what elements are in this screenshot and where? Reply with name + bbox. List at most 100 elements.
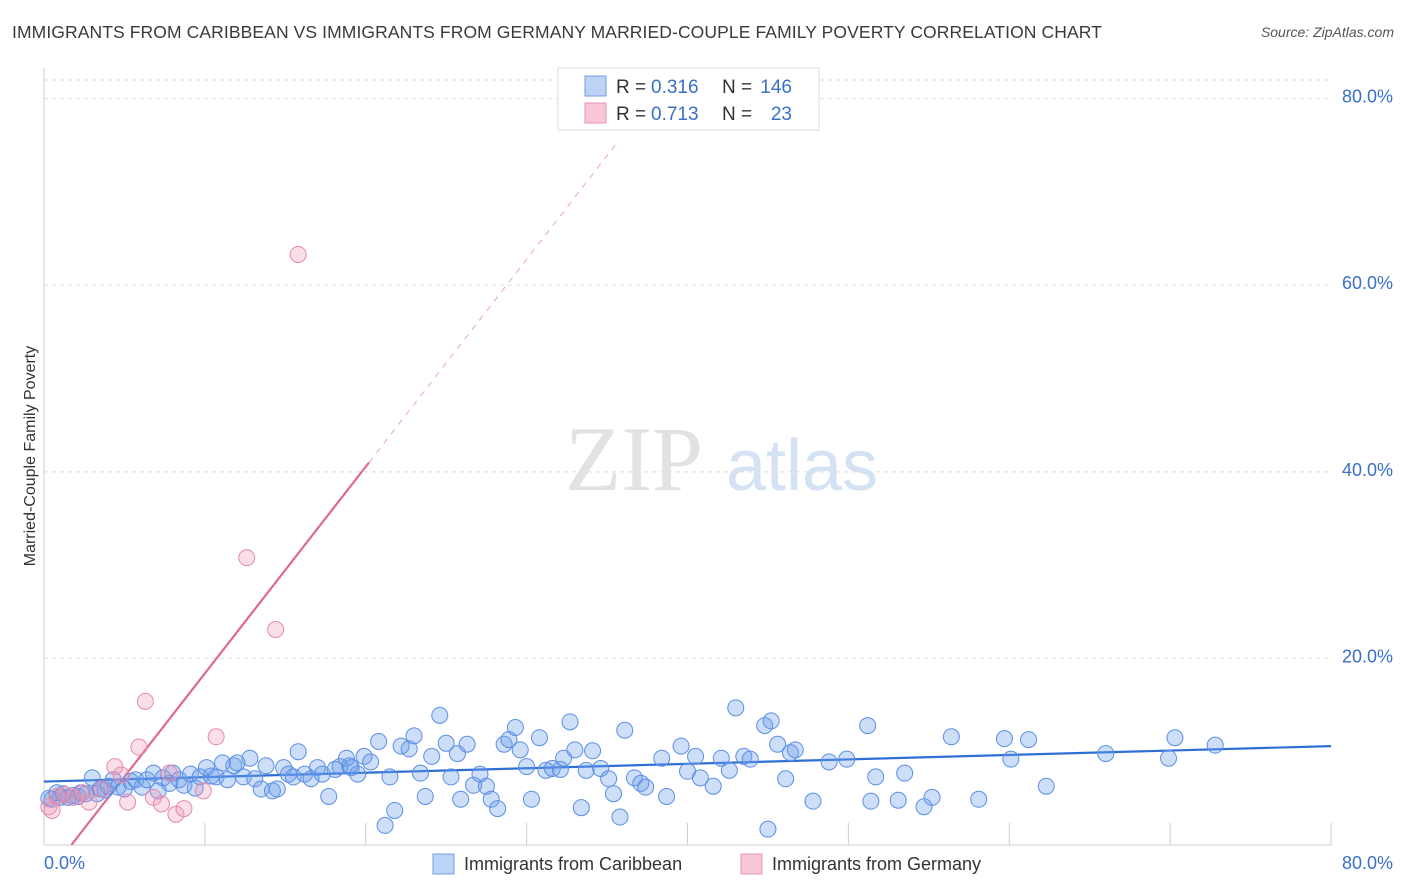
caribbean-point — [923, 788, 941, 806]
caribbean-point — [1097, 745, 1115, 763]
caribbean-point — [452, 790, 470, 808]
caribbean-point — [416, 787, 434, 805]
grid-lines — [44, 79, 1331, 659]
caribbean-point — [1020, 731, 1038, 749]
legend-r-value-2: 0.713 — [651, 104, 699, 125]
germany-point — [267, 620, 285, 638]
caribbean-point — [551, 760, 569, 778]
caribbean-point — [777, 770, 795, 788]
caribbean-point — [458, 735, 476, 753]
legend-n-value-1: 146 — [760, 77, 792, 98]
germany-point — [160, 764, 178, 782]
germany-point — [130, 738, 148, 756]
tick-labels: 20.0% 40.0% 60.0% 80.0% 0.0% 80.0% — [44, 87, 1393, 873]
legend-caribbean-swatch — [432, 853, 455, 875]
caribbean-point — [431, 706, 449, 724]
legend-swatch-pink — [584, 102, 607, 124]
caribbean-point — [637, 778, 655, 796]
watermark-zip: ZIP — [565, 408, 703, 510]
caribbean-point — [405, 727, 423, 745]
caribbean-point — [1037, 777, 1055, 795]
caribbean-point — [741, 750, 759, 768]
data-points — [40, 245, 1224, 838]
legend-n-label-2: N = — [722, 104, 752, 125]
legend-caribbean-label: Immigrants from Caribbean — [464, 854, 682, 874]
caribbean-point — [970, 790, 988, 808]
germany-point — [207, 728, 225, 746]
caribbean-trend-line — [43, 745, 1332, 783]
legend-n-label-1: N = — [722, 77, 752, 98]
caribbean-point — [577, 761, 595, 779]
caribbean-point — [672, 737, 690, 755]
chart-title: IMMIGRANTS FROM CARIBBEAN VS IMMIGRANTS … — [12, 22, 1102, 42]
caribbean-point — [653, 749, 671, 767]
caribbean-point — [727, 699, 745, 717]
legend-r-value-1: 0.316 — [651, 77, 699, 98]
caribbean-point — [495, 735, 513, 753]
stats-legend-box: R = 0.316 N = 146 R = 0.713 N = 23 — [557, 67, 820, 131]
caribbean-point — [804, 792, 822, 810]
caribbean-point — [859, 717, 877, 735]
caribbean-point — [658, 787, 676, 805]
x-tick-label: 0.0% — [44, 853, 85, 873]
caribbean-point — [942, 728, 960, 746]
germany-point — [74, 784, 92, 802]
caribbean-point — [572, 799, 590, 817]
caribbean-point — [600, 770, 618, 788]
caribbean-point — [566, 741, 584, 759]
caribbean-point — [423, 747, 441, 765]
caribbean-point — [489, 800, 507, 818]
germany-point — [106, 758, 124, 776]
caribbean-point — [1166, 729, 1184, 747]
caribbean-point — [511, 741, 529, 759]
caribbean-point — [862, 792, 880, 810]
germany-point — [289, 245, 307, 263]
caribbean-point — [225, 757, 243, 775]
caribbean-point — [604, 785, 622, 803]
caribbean-point — [246, 770, 264, 788]
caribbean-point — [411, 764, 429, 782]
caribbean-point — [1002, 750, 1020, 768]
caribbean-point — [704, 777, 722, 795]
caribbean-point — [370, 732, 388, 750]
caribbean-point — [313, 765, 331, 783]
caribbean-point — [400, 740, 418, 758]
caribbean-point — [712, 749, 730, 767]
y-axis-label: Married-Couple Family Poverty — [22, 346, 39, 567]
caribbean-point — [786, 741, 804, 759]
caribbean-point — [762, 712, 780, 730]
caribbean-point — [995, 730, 1013, 748]
germany-point — [152, 795, 170, 813]
caribbean-point — [561, 713, 579, 731]
source-label: Source: ZipAtlas.com — [1260, 24, 1394, 40]
caribbean-point — [482, 790, 500, 808]
germany-point — [136, 692, 154, 710]
caribbean-point — [207, 768, 225, 786]
caribbean-point — [584, 742, 602, 760]
caribbean-point — [284, 768, 302, 786]
caribbean-point — [896, 764, 914, 782]
germany-point — [112, 766, 130, 784]
caribbean-point — [820, 753, 838, 771]
caribbean-point — [687, 747, 705, 765]
caribbean-point — [611, 808, 629, 826]
x-tick-label: 80.0% — [1342, 853, 1393, 873]
caribbean-point — [691, 769, 709, 787]
caribbean-point — [257, 757, 275, 775]
caribbean-point — [537, 761, 555, 779]
caribbean-point — [228, 754, 246, 772]
legend-swatch-blue — [584, 75, 607, 97]
caribbean-point — [769, 735, 787, 753]
caribbean-point — [759, 820, 777, 838]
caribbean-point — [268, 780, 286, 798]
watermark-atlas: atlas — [726, 426, 878, 506]
germany-point — [238, 549, 256, 567]
caribbean-point — [477, 777, 495, 795]
caribbean-point — [522, 790, 540, 808]
germany-point — [80, 793, 98, 811]
caribbean-point — [289, 743, 307, 761]
legend-germany-swatch — [740, 853, 763, 875]
caribbean-point — [616, 721, 634, 739]
y-tick-label: 60.0% — [1342, 273, 1393, 293]
